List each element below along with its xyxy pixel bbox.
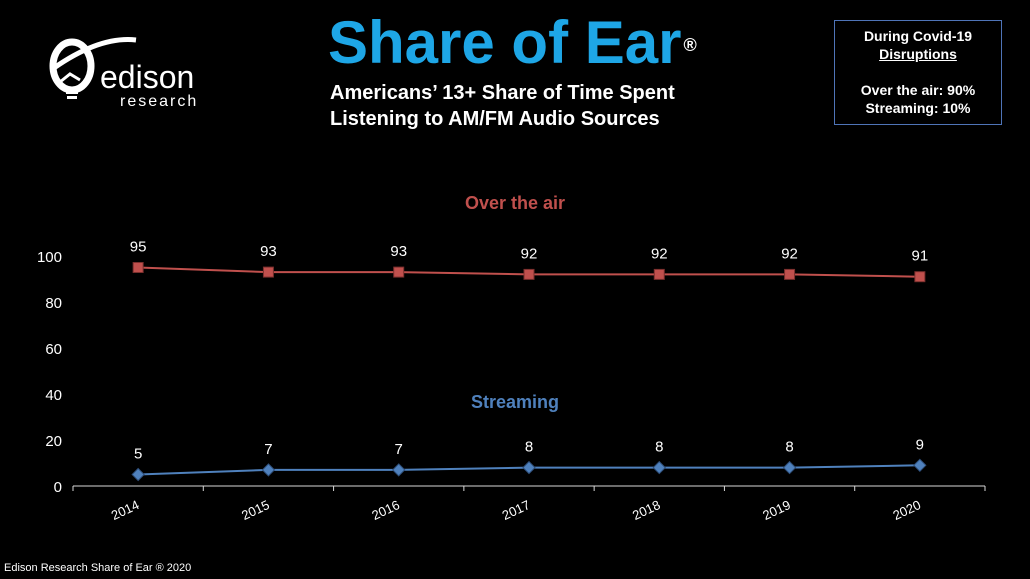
covid-box-line-4: Streaming: 10% bbox=[865, 100, 971, 116]
y-tick-label: 20 bbox=[45, 433, 62, 450]
over-the-air-point bbox=[914, 271, 926, 283]
over-the-air-point bbox=[132, 262, 144, 273]
x-tick-label: 2015 bbox=[239, 497, 272, 523]
over-the-air-series-label: Over the air bbox=[465, 193, 565, 213]
over-the-air-data-label: 92 bbox=[521, 245, 538, 262]
y-tick-label: 60 bbox=[45, 341, 62, 358]
subtitle-line-2: Listening to AM/FM Audio Sources bbox=[330, 108, 660, 130]
streaming-data-label: 5 bbox=[134, 446, 142, 463]
over-the-air-data-label: 92 bbox=[651, 245, 668, 262]
streaming-point bbox=[652, 460, 666, 475]
streaming-data-label: 8 bbox=[525, 439, 533, 456]
series-markers bbox=[131, 262, 927, 482]
covid-info-box: During Covid-19 Disruptions Over the air… bbox=[834, 20, 1002, 125]
y-tick-label: 80 bbox=[45, 295, 62, 312]
over-the-air-point bbox=[784, 268, 796, 280]
x-tick-label: 2019 bbox=[760, 497, 793, 523]
over-the-air-data-label: 92 bbox=[781, 245, 798, 262]
streaming-point bbox=[913, 458, 927, 473]
subtitle-line-1: Americans’ 13+ Share of Time Spent bbox=[330, 82, 675, 104]
covid-box-line-2: Disruptions bbox=[879, 46, 957, 62]
series-labels: Over the air Streaming bbox=[465, 193, 565, 412]
chart-axes: 0 20 40 60 80 100 2014 2015 2016 2017 2018 2019 2020 bbox=[37, 249, 986, 523]
x-tick-label: 2014 bbox=[109, 497, 142, 523]
edison-research-logo: edison research bbox=[49, 37, 198, 110]
page-title: Share of Ear ® bbox=[328, 8, 697, 78]
over-the-air-point bbox=[262, 266, 274, 278]
over-the-air-data-label: 93 bbox=[260, 243, 277, 260]
streaming-data-label: 8 bbox=[785, 439, 793, 456]
streaming-data-label: 8 bbox=[655, 439, 663, 456]
logo-word-research: research bbox=[120, 93, 198, 110]
y-tick-label: 0 bbox=[54, 479, 62, 496]
title-text: Share of Ear bbox=[328, 9, 682, 76]
x-tick-label: 2017 bbox=[500, 497, 533, 523]
streaming-series-label: Streaming bbox=[471, 392, 559, 412]
over-the-air-data-label: 93 bbox=[390, 243, 407, 260]
streaming-data-label: 9 bbox=[916, 436, 924, 453]
y-tick-label: 40 bbox=[45, 387, 62, 404]
streaming-point bbox=[782, 460, 797, 475]
x-tick-label: 2018 bbox=[630, 497, 663, 523]
x-tick-label: 2016 bbox=[369, 497, 402, 523]
streaming-point bbox=[392, 463, 406, 477]
data-labels: 95 93 93 92 92 92 91 5 7 7 8 8 8 9 bbox=[130, 239, 928, 463]
streaming-data-label: 7 bbox=[395, 441, 403, 458]
streaming-data-label: 7 bbox=[264, 441, 272, 458]
covid-box-line-3: Over the air: 90% bbox=[860, 82, 976, 98]
over-the-air-point bbox=[523, 268, 535, 280]
logo-word-edison: edison bbox=[100, 59, 194, 95]
page-subtitle: Americans’ 13+ Share of Time Spent Liste… bbox=[330, 80, 750, 132]
covid-box-line-1: During Covid-19 bbox=[863, 28, 973, 44]
over-the-air-data-label: 91 bbox=[912, 248, 929, 265]
lightbulb-icon bbox=[49, 37, 137, 99]
over-the-air-point bbox=[393, 266, 405, 278]
streaming-point bbox=[261, 463, 276, 477]
over-the-air-data-label: 95 bbox=[130, 239, 147, 256]
footer-source: Edison Research Share of Ear ® 2020 bbox=[4, 562, 192, 574]
streaming-point bbox=[522, 460, 536, 475]
over-the-air-point bbox=[653, 268, 665, 280]
x-tick-label: 2020 bbox=[891, 497, 924, 523]
registered-mark: ® bbox=[683, 35, 697, 55]
streaming-point bbox=[131, 467, 145, 482]
y-tick-label: 100 bbox=[37, 249, 62, 266]
